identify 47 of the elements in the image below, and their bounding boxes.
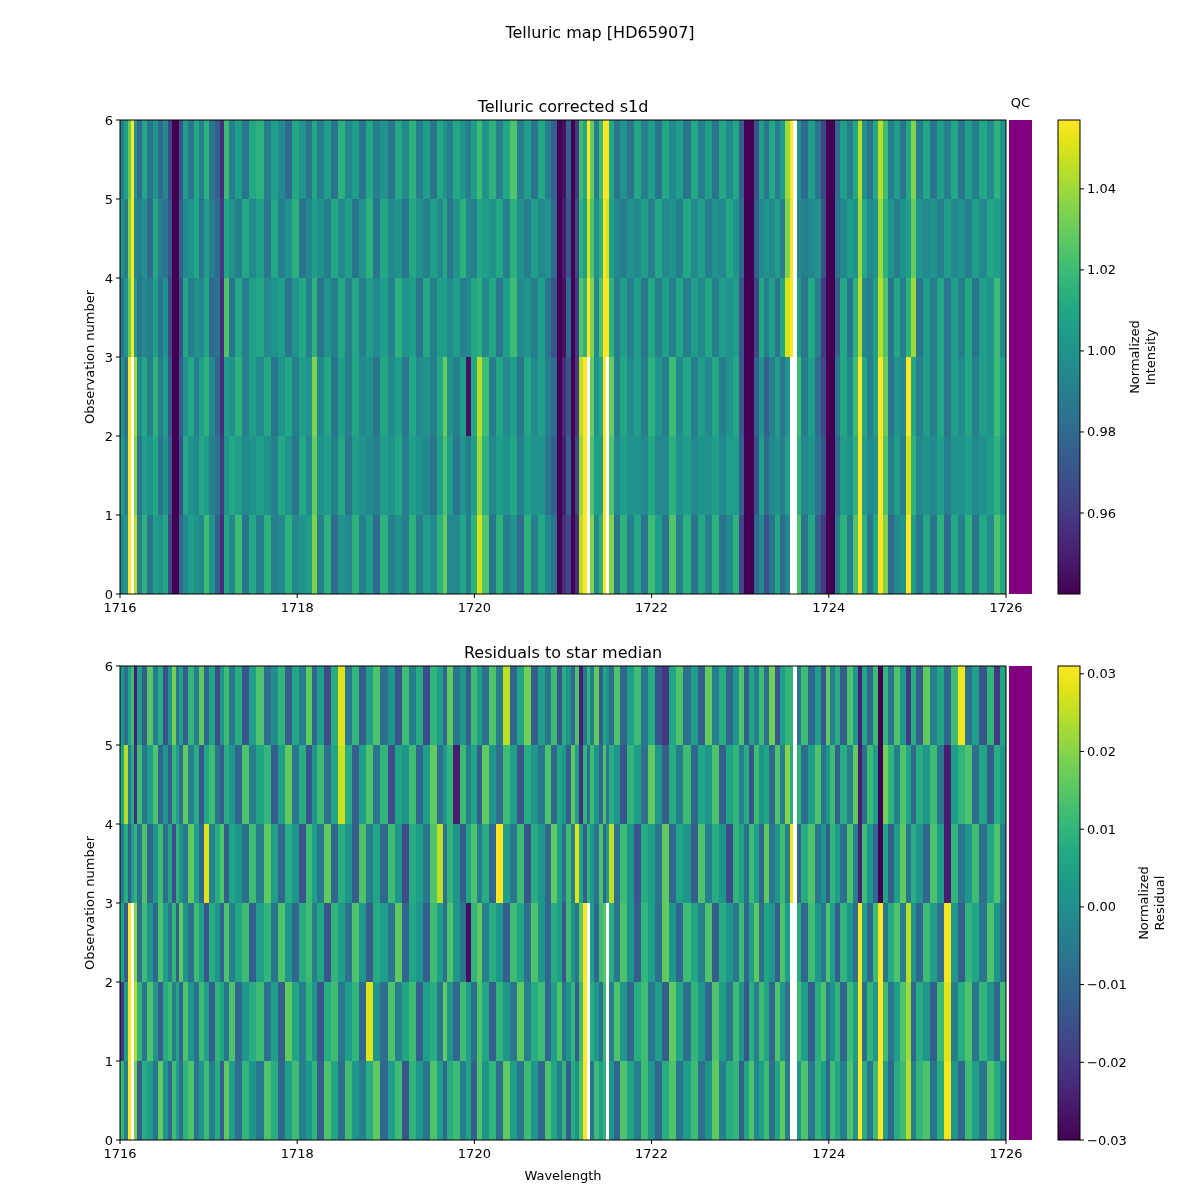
chart-title: Telluric map [HD65907] (504, 23, 695, 42)
x-tick-label: 1724 (812, 1146, 846, 1161)
color-bar-label: 0.02 (1087, 744, 1116, 760)
x-tick-label: 1722 (635, 1146, 669, 1161)
y-tick-label: 2 (104, 428, 113, 444)
y-tick-label: 0 (104, 586, 113, 602)
x-tick-label: 1726 (989, 1146, 1023, 1161)
x-tick-label: 1716 (103, 600, 137, 615)
x-tick-label: 1716 (103, 1146, 137, 1161)
x-tick-label: 1726 (989, 600, 1023, 615)
color-bar-title: Normalized Residual (1135, 866, 1167, 940)
x-tick-label: 1722 (635, 600, 669, 615)
y-tick-label: 1 (104, 507, 113, 523)
y-tick-label: 4 (104, 270, 113, 286)
color-bar-label: 1.04 (1087, 181, 1116, 197)
x-tick-label: 1724 (812, 600, 846, 615)
color-bar-label: 0.00 (1087, 899, 1116, 915)
chart-subtitle: Telluric corrected s1d (476, 97, 649, 116)
chart-title: Residuals to star median (463, 643, 663, 662)
x-axis-title: Wavelength (524, 1168, 602, 1183)
y-tick-label: 6 (104, 658, 113, 674)
color-bar-label: 1.00 (1087, 343, 1116, 359)
color-bar-label: −0.03 (1087, 1132, 1127, 1148)
text: QC (1010, 95, 1031, 110)
y-tick-label: 2 (104, 974, 113, 990)
x-tick-label: 1720 (457, 1146, 491, 1161)
y-tick-label: 5 (104, 191, 113, 207)
y-tick-label: 5 (104, 737, 113, 753)
y-axis-title: Observation number (82, 289, 97, 425)
x-tick-label: 1718 (280, 1146, 314, 1161)
x-tick-label: 1718 (280, 600, 314, 615)
color-bar-label: −0.02 (1087, 1054, 1127, 1070)
color-bar-title: Normalized Intensity (1127, 320, 1158, 394)
y-axis-title: Observation number (82, 835, 97, 971)
color-bar-label: 0.03 (1087, 666, 1116, 682)
color-bar-label: 0.98 (1087, 424, 1116, 440)
y-tick-label: 3 (104, 349, 113, 365)
y-tick-label: 3 (104, 895, 113, 911)
color-bar-label: −0.01 (1087, 977, 1127, 993)
y-tick-label: 0 (104, 1132, 113, 1148)
color-bar-label: 0.96 (1087, 505, 1116, 521)
color-bar-label: 0.01 (1087, 821, 1116, 837)
x-tick-label: 1720 (457, 600, 491, 615)
color-bar-label: 1.02 (1087, 262, 1116, 278)
y-tick-label: 6 (104, 112, 113, 128)
y-tick-label: 4 (104, 816, 113, 832)
y-tick-label: 1 (104, 1053, 113, 1069)
